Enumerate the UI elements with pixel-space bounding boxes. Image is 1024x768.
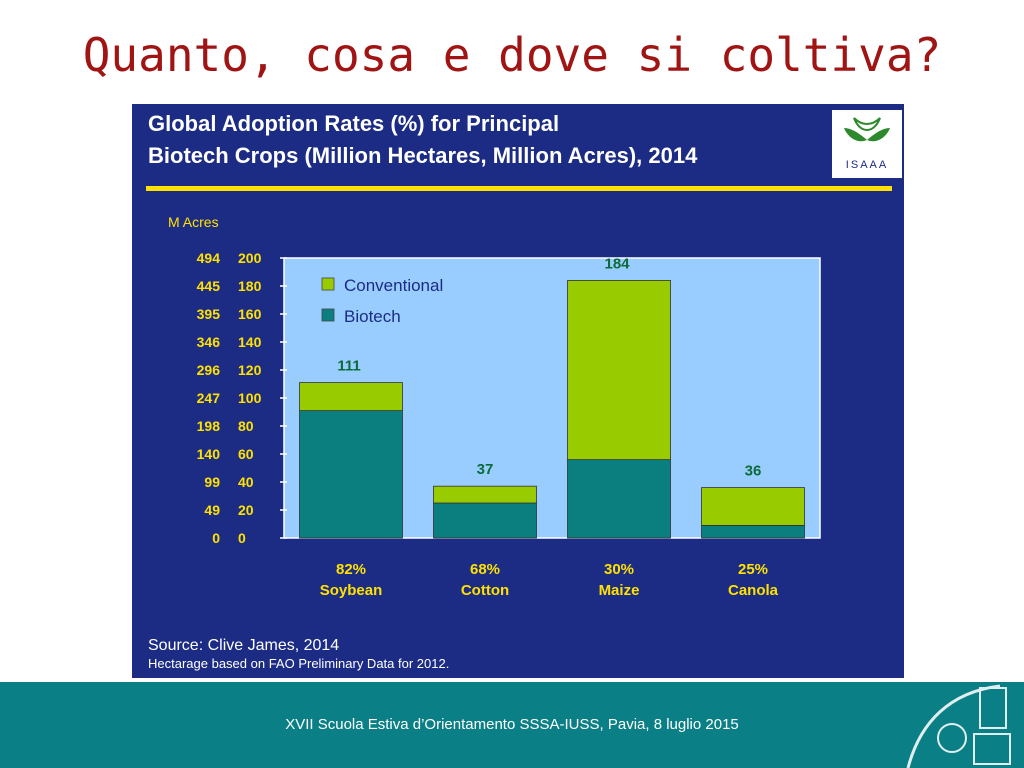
bar-biotech-maize: [567, 459, 671, 539]
tick-layer: 0 0 20 49 40 99 60 140 80 198 100 247 120 296 140 346 16…: [197, 250, 287, 546]
chart-title-line-2: Biotech Crops (Million Hectares, Million…: [148, 143, 698, 168]
x-category-label: Soybean: [320, 582, 383, 599]
x-percent-label: 68%: [470, 561, 500, 578]
secondary-tick-label: 247: [197, 390, 221, 406]
secondary-tick-label: 49: [204, 502, 220, 518]
bars-layer: [299, 279, 805, 539]
secondary-tick-label: 346: [197, 334, 221, 350]
bar-conventional-soybean: [299, 382, 403, 412]
source-line-2: Hectarage based on FAO Preliminary Data …: [148, 656, 449, 671]
total-label-soybean: 111: [337, 358, 360, 375]
y-tick-label: 120: [238, 362, 262, 378]
emblem-shield: [973, 733, 1011, 765]
logo-background: [832, 110, 902, 178]
y-tick-label: 40: [238, 474, 254, 490]
bar-conventional-canola: [701, 487, 805, 526]
y-tick-label: 60: [238, 446, 254, 462]
chart-panel: Global Adoption Rates (%) for Principal …: [132, 104, 904, 678]
secondary-tick-label: 494: [197, 250, 221, 266]
bar-conventional-maize: [567, 279, 671, 460]
logo-leaf-right: [867, 128, 890, 142]
title-rule: [146, 186, 892, 191]
total-label-canola: 36: [745, 463, 762, 480]
x-category-label: Cotton: [461, 582, 509, 599]
y-tick-label: 20: [238, 502, 254, 518]
secondary-tick-label: 99: [204, 474, 220, 490]
y-tick-label: 200: [238, 250, 262, 266]
bar-biotech-soybean: [299, 410, 403, 539]
source-line-1: Source: Clive James, 2014: [148, 637, 339, 654]
y-tick-label: 140: [238, 334, 262, 350]
x-percent-label: 30%: [604, 561, 634, 578]
emblem-figure: [937, 723, 967, 753]
legend-label-conventional: Conventional: [344, 276, 443, 295]
x-category-label: Canola: [728, 582, 779, 599]
y-tick-label: 0: [238, 530, 246, 546]
x-labels-layer: 82% Soybean 68% Cotton 30% Maize 25% Canola: [320, 561, 779, 599]
y-tick-label: 100: [238, 390, 262, 406]
secondary-tick-label: 395: [197, 306, 221, 322]
logo-helix: [853, 117, 881, 131]
legend-swatch-biotech: [321, 308, 335, 322]
legend: Conventional Biotech: [321, 276, 443, 326]
x-category-label: Maize: [599, 582, 640, 599]
y-tick-label: 180: [238, 278, 262, 294]
secondary-tick-label: 445: [197, 278, 221, 294]
legend-swatch-conventional: [321, 277, 335, 291]
logo-text: ISAAA: [846, 159, 888, 171]
x-percent-label: 82%: [336, 561, 366, 578]
chart-title-line-1: Global Adoption Rates (%) for Principal: [148, 111, 559, 136]
secondary-tick-label: 198: [197, 418, 221, 434]
secondary-tick-label: 296: [197, 362, 221, 378]
total-label-cotton: 37: [477, 461, 494, 478]
logo-leaf-left: [844, 128, 867, 142]
total-label-maize: 184: [604, 255, 630, 272]
y-tick-label: 160: [238, 306, 262, 322]
y-tick-label: 80: [238, 418, 254, 434]
secondary-tick-label: 140: [197, 446, 221, 462]
totals-layer: 111 37 184 36: [337, 255, 761, 479]
bar-biotech-canola: [701, 524, 805, 539]
slide-title: Quanto, cosa e dove si coltiva?: [82, 28, 942, 82]
secondary-axis-label: M Acres: [168, 214, 219, 230]
isaaa-logo: ISAAA: [832, 110, 902, 178]
chart-svg: Global Adoption Rates (%) for Principal …: [146, 110, 902, 671]
footer-text: XVII Scuola Estiva d’Orientamento SSSA-I…: [285, 716, 739, 733]
bar-biotech-cotton: [433, 502, 537, 539]
secondary-tick-label: 0: [212, 530, 220, 546]
emblem-tower: [979, 687, 1007, 729]
bar-conventional-cotton: [433, 485, 537, 504]
footer-emblem: [906, 684, 1011, 768]
x-percent-label: 25%: [738, 561, 768, 578]
footer-bar: XVII Scuola Estiva d’Orientamento SSSA-I…: [0, 682, 1024, 768]
legend-label-biotech: Biotech: [344, 307, 401, 326]
